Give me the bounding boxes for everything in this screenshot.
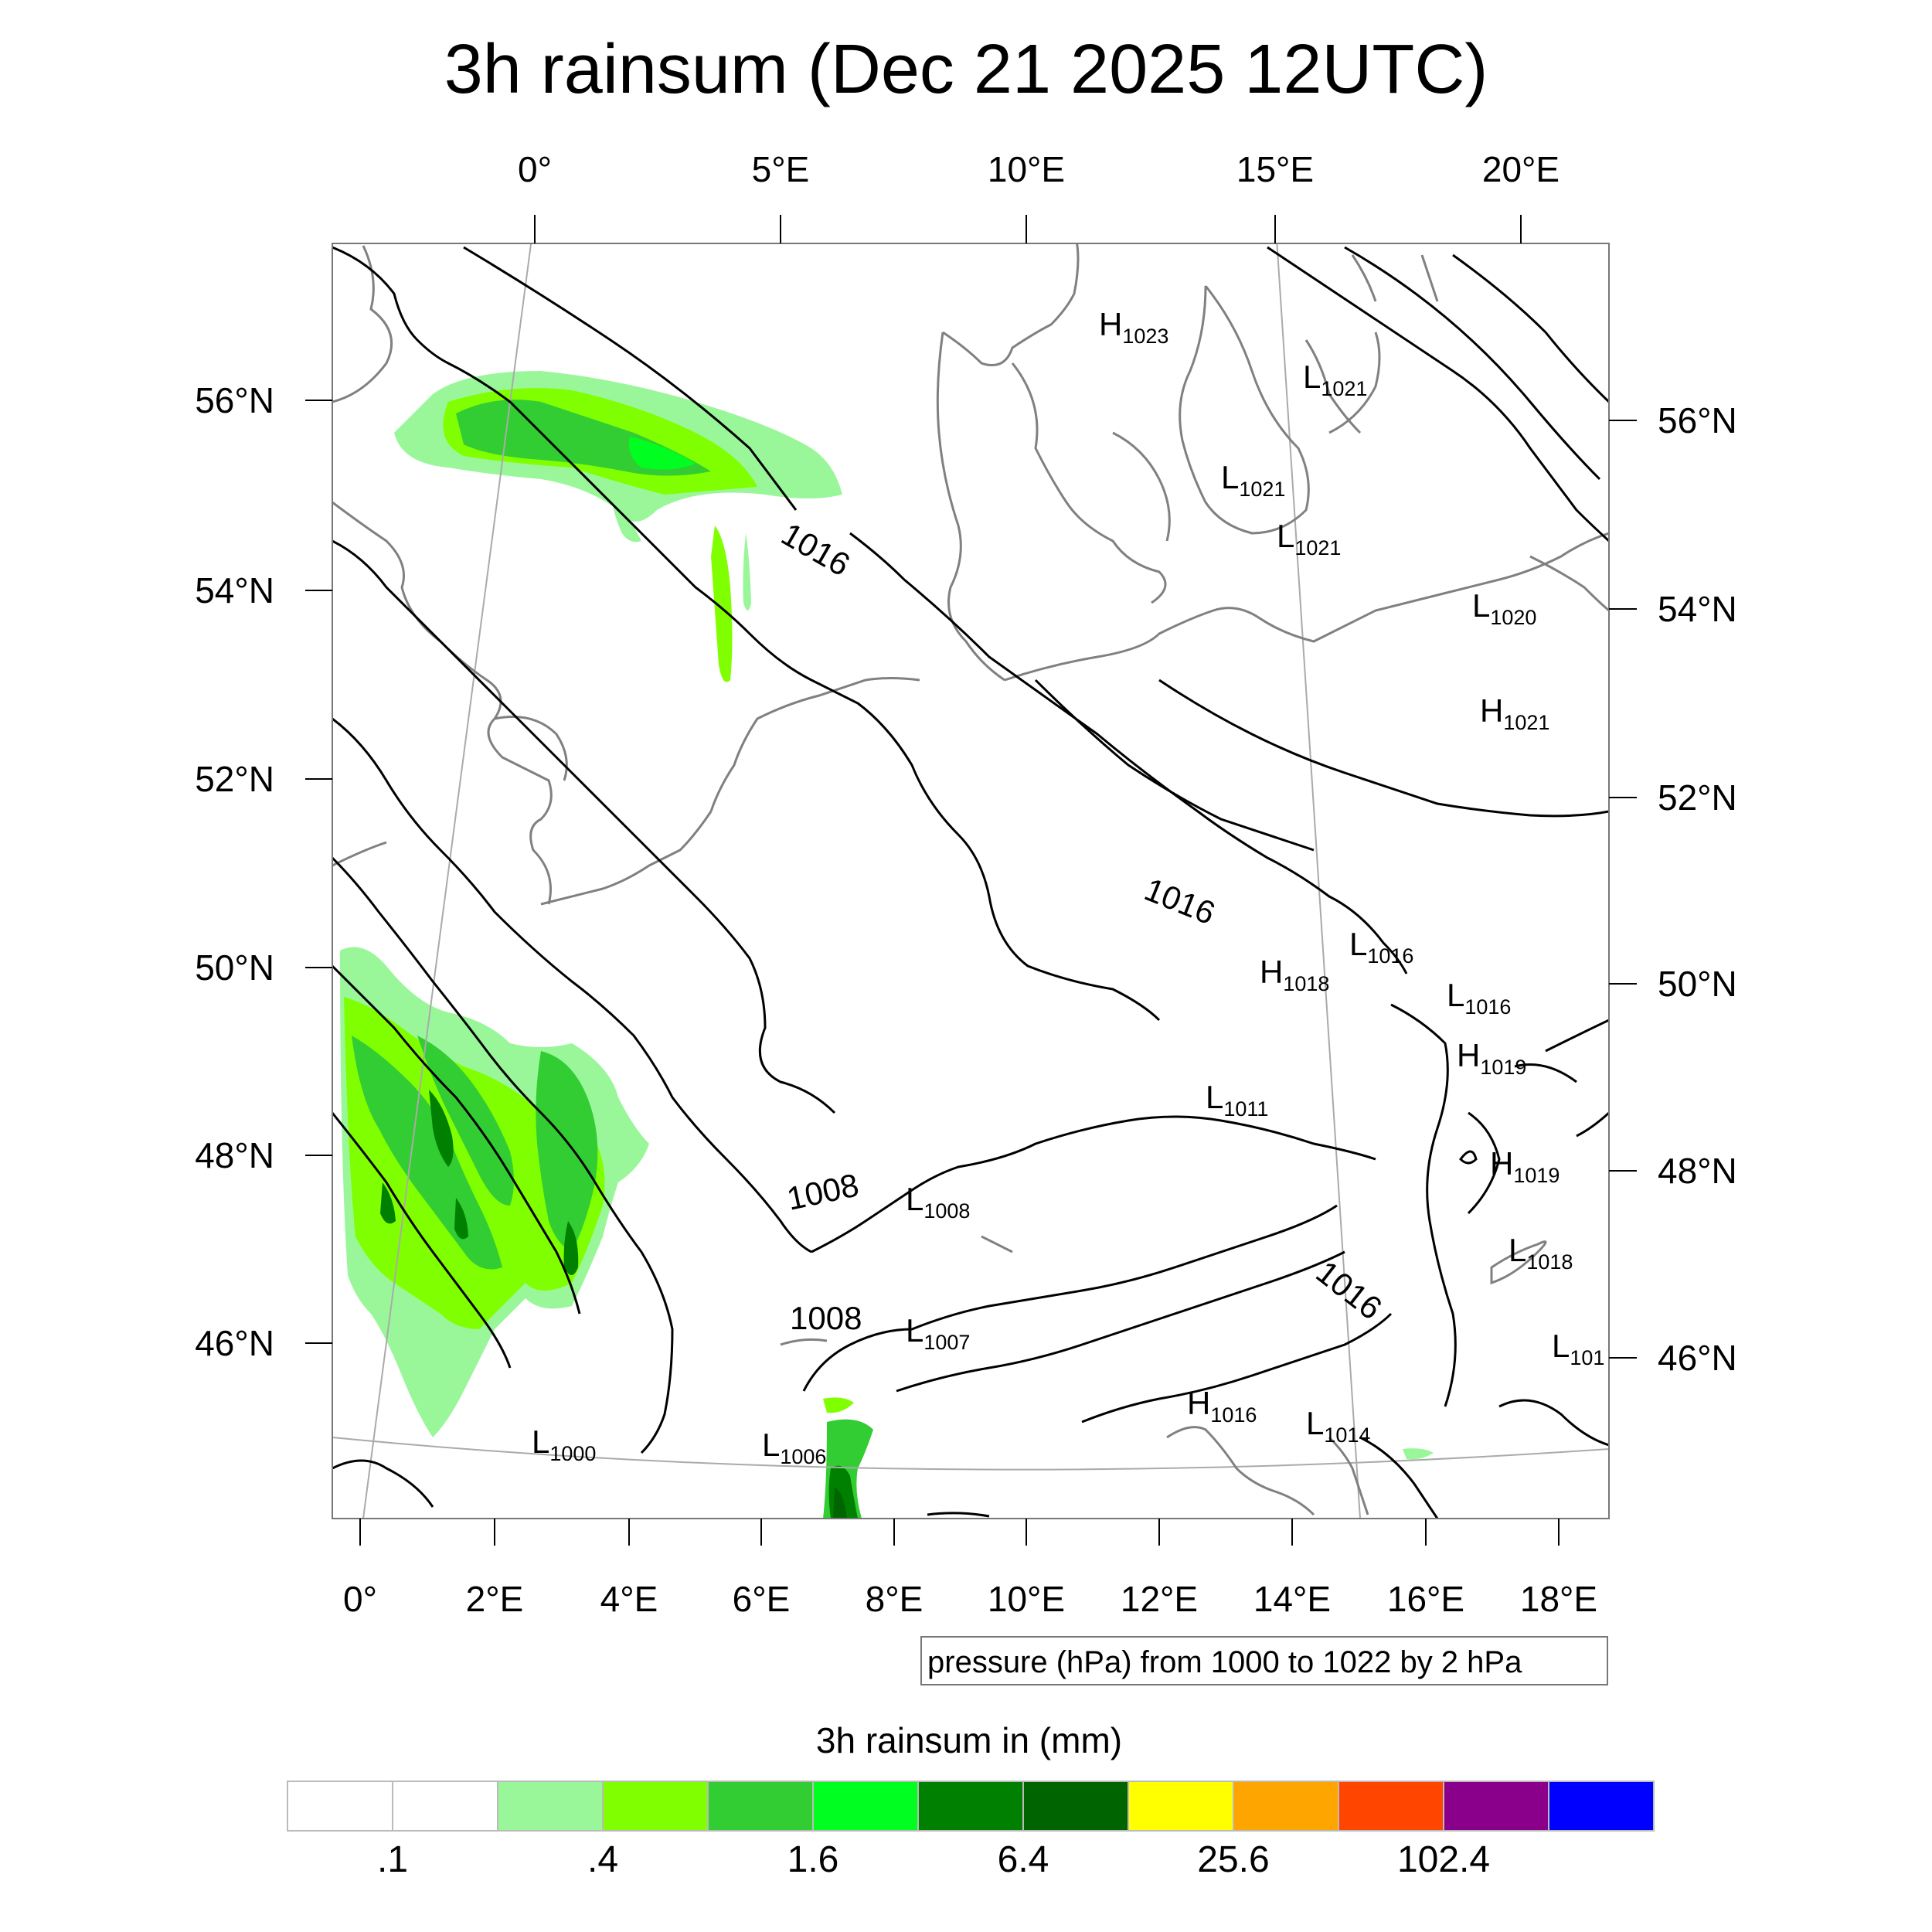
left-latitude-axis	[305, 400, 332, 1344]
pressure-center: L1016	[1447, 977, 1511, 1019]
right-lat-label: 46°N	[1658, 1338, 1737, 1378]
colorbar-swatch	[602, 1781, 709, 1832]
top-lon-label: 5°E	[752, 149, 810, 189]
bottom-lon-label: 14°E	[1253, 1579, 1331, 1619]
bottom-lon-label: 4°E	[600, 1579, 658, 1619]
colorbar-swatch	[707, 1781, 814, 1832]
bottom-lon-label: 12°E	[1121, 1579, 1198, 1619]
bottom-lon-label: 8°E	[866, 1579, 923, 1619]
colorbar-swatch	[1443, 1781, 1549, 1832]
left-lat-label: 48°N	[195, 1135, 274, 1175]
bottom-longitude-axis	[359, 1519, 1560, 1546]
right-lat-label: 52°N	[1658, 777, 1737, 818]
pressure-centers: H1023 L1021 L1021 L1021 L1020 H1021 H101…	[532, 306, 1604, 1468]
left-lat-label: 46°N	[195, 1323, 274, 1363]
map-plot-area	[332, 243, 1610, 1519]
pressure-center: L1011	[1206, 1079, 1268, 1121]
map-title: 3h rainsum (Dec 21 2025 12UTC)	[444, 31, 1488, 108]
pressure-center: L1021	[1221, 459, 1285, 501]
right-lat-label: 54°N	[1658, 589, 1737, 629]
pressure-center: L1018	[1509, 1232, 1573, 1274]
colorbar-labels: .1 .4 1.6 6.4 25.6 102.4	[377, 1839, 1490, 1880]
pressure-center: L1006	[762, 1427, 826, 1468]
pressure-center: L1014	[1306, 1405, 1370, 1447]
colorbar-swatch	[1338, 1781, 1444, 1832]
pressure-center: H1016	[1187, 1385, 1257, 1427]
coastlines	[332, 243, 1609, 1516]
right-lat-label: 48°N	[1658, 1151, 1737, 1191]
left-lat-label: 50°N	[195, 947, 274, 988]
pressure-center: H1018	[1260, 954, 1329, 995]
isobar-label: 1008	[790, 1300, 862, 1336]
colorbar-swatch	[392, 1781, 498, 1832]
colorbar-title: 3h rainsum in (mm)	[816, 1720, 1122, 1760]
pressure-center: L1020	[1472, 587, 1536, 629]
bottom-lon-label: 16°E	[1387, 1579, 1464, 1619]
left-lat-label: 56°N	[195, 380, 274, 420]
colorbar-label: 1.6	[787, 1839, 839, 1880]
pressure-center: H1019	[1490, 1145, 1560, 1187]
pressure-center: H1021	[1480, 692, 1549, 734]
precipitation-alps	[823, 1397, 1434, 1519]
colorbar-label: .4	[587, 1839, 618, 1880]
pressure-center: L1000	[532, 1423, 596, 1465]
colorbar-swatch	[1233, 1781, 1339, 1832]
pressure-center: L101	[1552, 1328, 1604, 1369]
colorbar-swatch	[917, 1781, 1024, 1832]
right-lat-label: 56°N	[1658, 400, 1737, 440]
top-lon-label: 15°E	[1236, 149, 1314, 189]
isobars	[332, 246, 1609, 1519]
colorbar-swatch	[1128, 1781, 1234, 1832]
colorbar-label: 6.4	[998, 1839, 1049, 1880]
colorbar	[287, 1781, 1655, 1832]
colorbar-swatch	[1022, 1781, 1129, 1832]
colorbar-swatch	[1548, 1781, 1655, 1832]
pressure-center: H1019	[1457, 1037, 1526, 1079]
pressure-center: L1008	[906, 1181, 970, 1223]
pressure-center: H1023	[1099, 306, 1168, 348]
top-lon-label: 20°E	[1482, 149, 1560, 189]
pressure-center: L1021	[1303, 359, 1367, 400]
colorbar-swatch	[812, 1781, 919, 1832]
pressure-center: L1016	[1349, 926, 1413, 968]
top-longitude-axis	[534, 215, 1522, 243]
colorbar-label: .1	[377, 1839, 408, 1880]
contour-info-text: pressure (hPa) from 1000 to 1022 by 2 hP…	[927, 1645, 1522, 1679]
colorbar-swatch	[287, 1781, 393, 1832]
bottom-lon-label: 10°E	[988, 1579, 1065, 1619]
left-lat-label: 52°N	[195, 759, 274, 799]
graticule	[332, 243, 1609, 1519]
colorbar-label: 25.6	[1197, 1839, 1269, 1880]
contour-info-box: pressure (hPa) from 1000 to 1022 by 2 hP…	[920, 1636, 1608, 1685]
right-lat-label: 50°N	[1658, 964, 1737, 1004]
bottom-lon-label: 6°E	[733, 1579, 791, 1619]
bottom-lon-label: 18°E	[1520, 1579, 1597, 1619]
precipitation-france	[340, 947, 649, 1437]
colorbar-swatch	[497, 1781, 604, 1832]
pressure-center: L1007	[906, 1312, 970, 1354]
bottom-lon-label: 0°	[343, 1579, 377, 1619]
top-lon-label: 10°E	[988, 149, 1065, 189]
map-frame	[332, 243, 1610, 1519]
top-lon-label: 0°	[518, 149, 552, 189]
colorbar-label: 102.4	[1397, 1839, 1490, 1880]
pressure-center: L1021	[1277, 518, 1341, 560]
right-latitude-axis	[1609, 420, 1637, 1359]
left-lat-label: 54°N	[195, 570, 274, 611]
bottom-lon-label: 2°E	[466, 1579, 524, 1619]
